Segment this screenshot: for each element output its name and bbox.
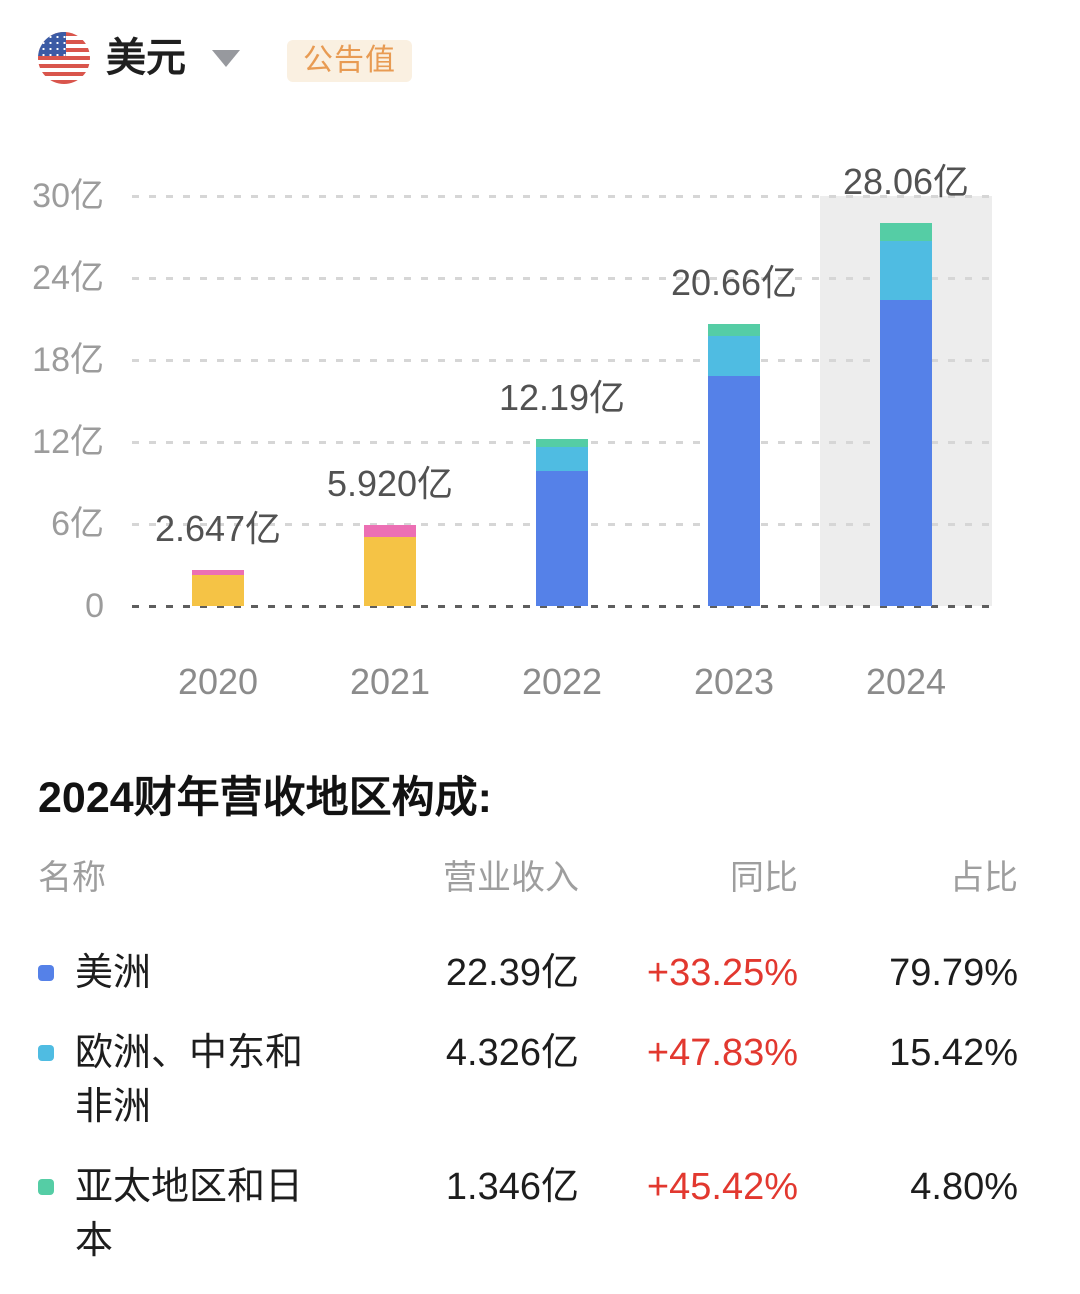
bar-value-label: 28.06亿 xyxy=(842,160,970,202)
bar-value-label: 2.647亿 xyxy=(154,507,282,549)
bar-segment xyxy=(880,222,932,241)
region-share: 79.79% xyxy=(889,952,1018,994)
x-axis-label-2024: 2024 xyxy=(865,661,947,702)
region-share: 4.80% xyxy=(910,1166,1018,1208)
bar-group-2023[interactable] xyxy=(708,323,760,606)
bar-segment xyxy=(880,240,932,301)
region-revenue: 4.326亿 xyxy=(445,1032,579,1074)
bar-group-2021[interactable] xyxy=(364,525,416,606)
section-title: 2024财年营收地区构成: xyxy=(38,774,492,822)
revenue-bar-chart: 30亿 24亿 18亿 12亿 6亿 0 2.647亿 2020 5.920亿 2021 12.19… xyxy=(0,150,1080,710)
region-yoy: +33.25% xyxy=(646,952,798,994)
bar-segment xyxy=(708,376,760,606)
region-name: 美洲 xyxy=(75,952,152,994)
region-table: 名称 营业收入 同比 占比 美洲 22.39亿 +33.25% 79.79% 欧洲、中东… xyxy=(0,856,1080,1294)
region-row: 欧洲、中东和非洲 4.326亿 +47.83% 15.42% xyxy=(0,1026,1080,1134)
bar-value-label: 5.920亿 xyxy=(326,463,454,505)
x-axis-label-2020: 2020 xyxy=(177,661,259,702)
bar-segment xyxy=(536,439,588,448)
chevron-down-icon xyxy=(212,49,240,67)
column-header-share: 占比 xyxy=(950,859,1018,897)
gridline xyxy=(132,276,992,280)
bar-value-label: 20.66亿 xyxy=(670,261,798,303)
bar-group-2024[interactable] xyxy=(880,222,932,606)
legend-marker xyxy=(38,965,54,981)
bar-segment xyxy=(708,336,760,377)
column-header-name: 名称 xyxy=(38,859,106,897)
x-axis-label-2022: 2022 xyxy=(521,661,603,702)
y-tick-label: 18亿 xyxy=(32,341,104,379)
bar-segment xyxy=(192,575,244,606)
us-flag-canton xyxy=(38,32,66,56)
y-tick-label: 0 xyxy=(85,587,104,625)
x-axis-label-2023: 2023 xyxy=(693,661,775,702)
column-header-revenue: 营业收入 xyxy=(443,859,579,897)
bar-value-label: 12.19亿 xyxy=(498,377,626,419)
region-share: 15.42% xyxy=(889,1032,1018,1074)
bar-segment xyxy=(364,536,416,606)
legend-marker xyxy=(38,1045,54,1061)
region-name: 亚太地区和日本 xyxy=(75,1166,304,1262)
region-row: 亚太地区和日本 1.346亿 +45.42% 4.80% xyxy=(0,1160,1080,1268)
region-revenue: 1.346亿 xyxy=(445,1166,579,1208)
us-flag-icon xyxy=(38,32,90,84)
y-tick-label: 30亿 xyxy=(32,177,104,215)
bar-segment xyxy=(536,447,588,471)
bar-segment xyxy=(192,569,244,576)
bar-group-2022[interactable] xyxy=(536,439,588,606)
region-name: 欧洲、中东和非洲 xyxy=(75,1032,304,1128)
bar-segment xyxy=(880,300,932,606)
gridline xyxy=(132,358,992,362)
legend-marker xyxy=(38,1179,54,1195)
y-tick-label: 12亿 xyxy=(32,423,104,461)
currency-label: 美元 xyxy=(106,36,186,80)
region-row: 美洲 22.39亿 +33.25% 79.79% xyxy=(0,946,1080,1000)
x-axis-label-2021: 2021 xyxy=(349,661,431,702)
y-tick-label: 6亿 xyxy=(51,505,104,543)
announced-value-badge: 公告值 xyxy=(287,40,412,82)
currency-selector[interactable]: 美元 xyxy=(38,30,240,86)
gridline xyxy=(132,194,992,198)
column-header-yoy: 同比 xyxy=(730,859,798,897)
bar-segment xyxy=(708,323,760,337)
region-yoy: +45.42% xyxy=(646,1166,798,1208)
bar-segment xyxy=(364,525,416,537)
bar-group-2020[interactable] xyxy=(192,569,244,606)
y-tick-label: 24亿 xyxy=(32,259,104,297)
bar-segment xyxy=(536,470,588,606)
gridline xyxy=(132,604,992,608)
region-revenue: 22.39亿 xyxy=(445,952,579,994)
region-yoy: +47.83% xyxy=(646,1032,798,1074)
table-header-row: 名称 营业收入 同比 占比 xyxy=(0,856,1080,900)
